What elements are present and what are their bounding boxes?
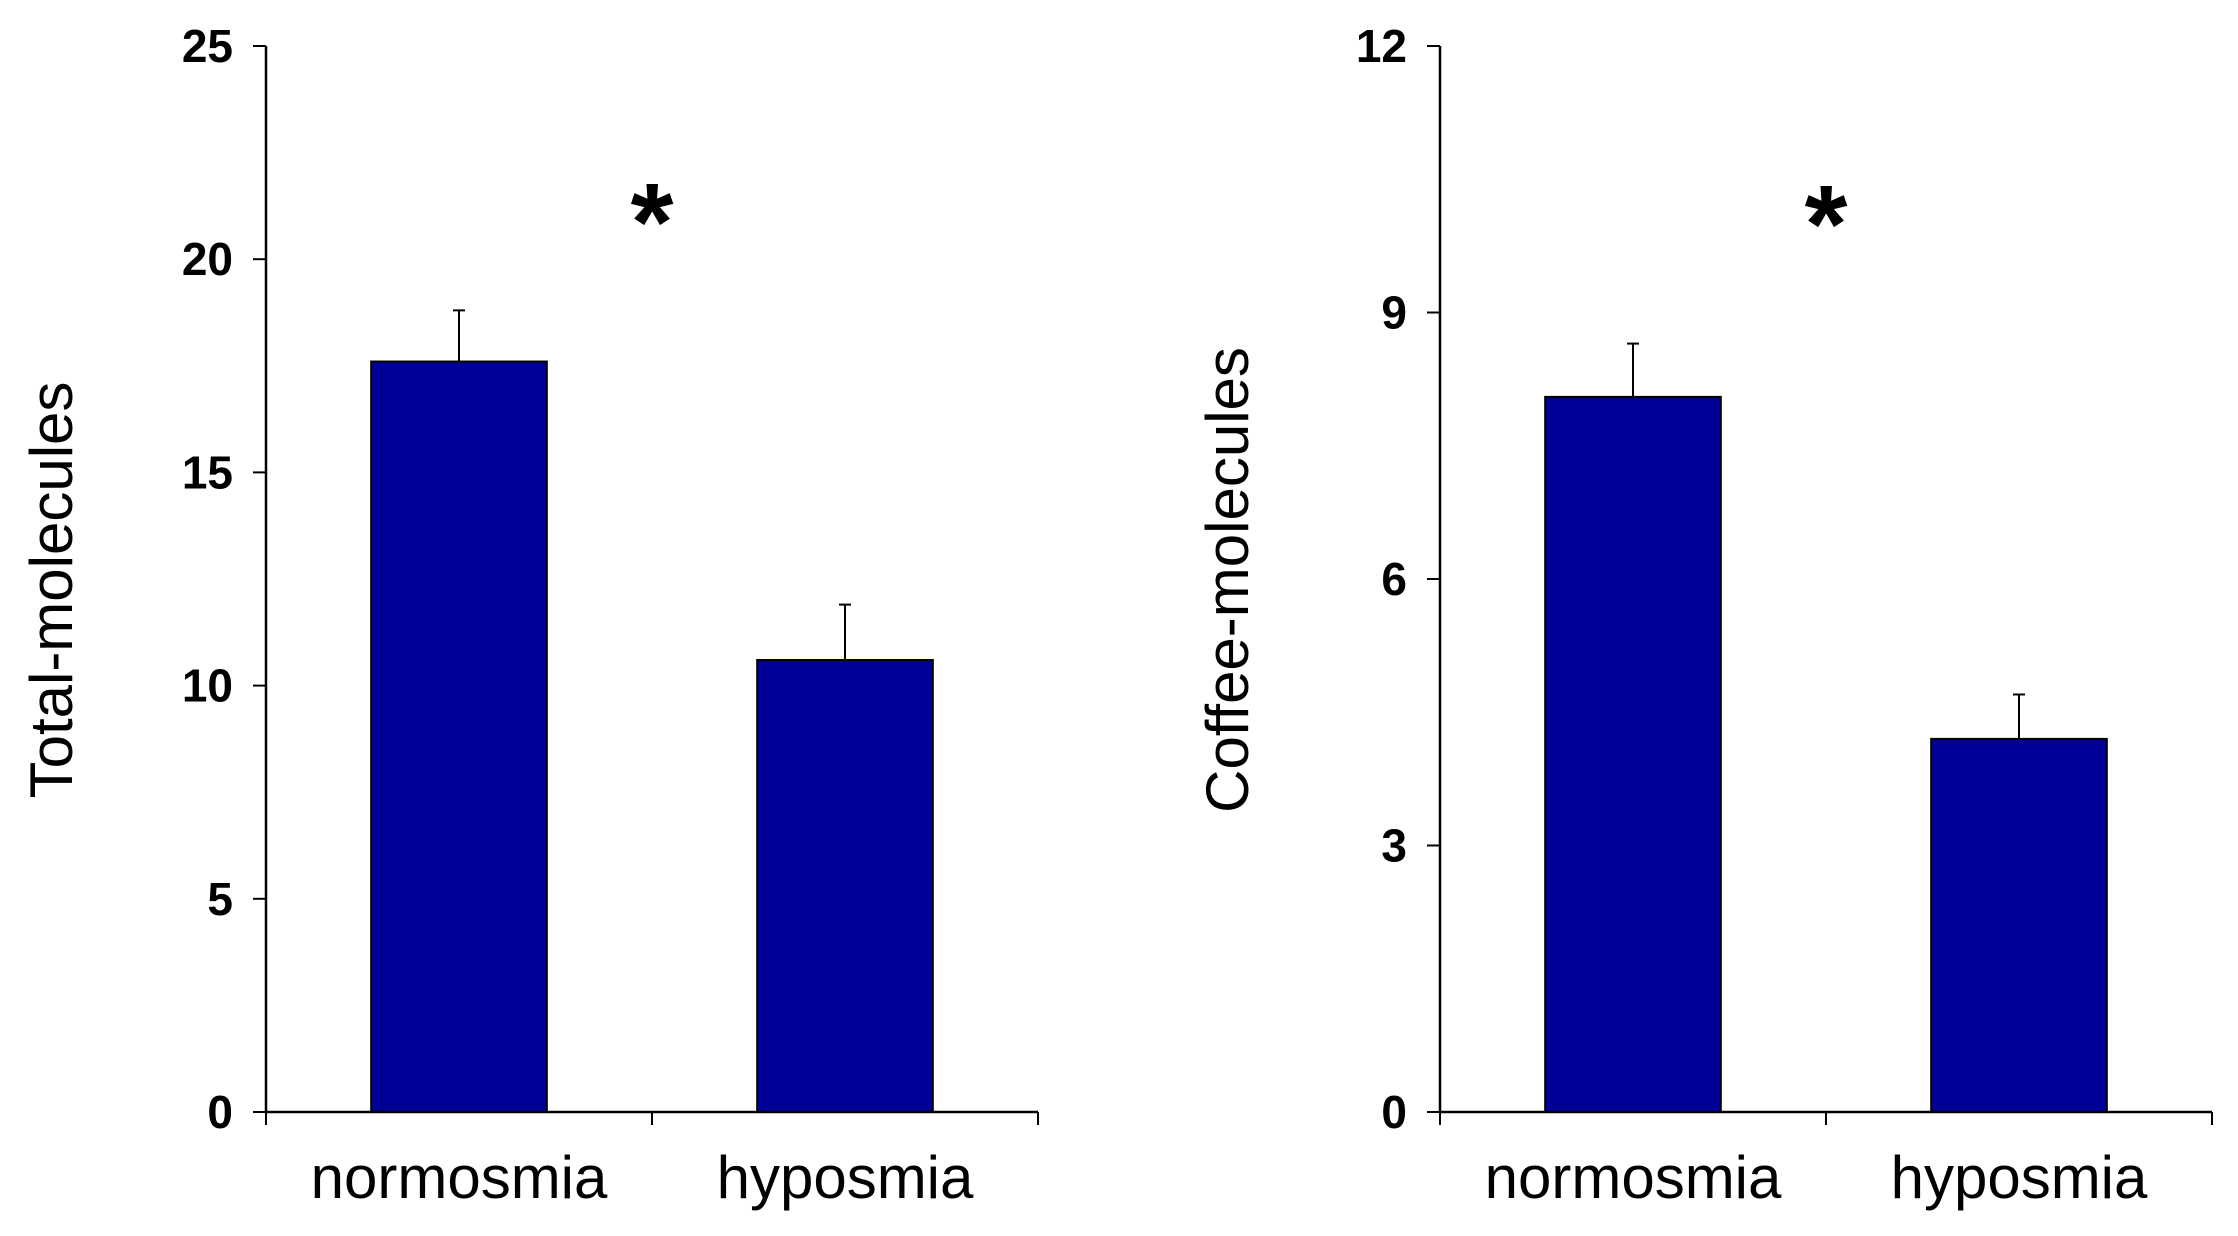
y-tick-label: 15 xyxy=(182,446,233,498)
y-axis-title: Coffee-molecules xyxy=(1194,347,1261,813)
category-label-normosmia: normosmia xyxy=(1485,1144,1782,1211)
bar-normosmia xyxy=(370,360,548,1113)
bar-hyposmia xyxy=(1930,737,2108,1114)
bar-normosmia xyxy=(1544,395,1722,1113)
total-molecules-chart: Total-molecules * 0 5 10 15 20 25 normosmia hy… xyxy=(18,20,1039,1211)
y-axis-title: Total-molecules xyxy=(18,382,85,799)
y-tick-label: 9 xyxy=(1381,287,1407,339)
y-tick-label: 0 xyxy=(1381,1086,1407,1138)
y-tick-label: 6 xyxy=(1381,553,1407,605)
coffee-molecules-chart: Coffee-molecules * 0 3 6 9 12 normosmia hypos… xyxy=(1194,20,2213,1211)
y-tick-label: 10 xyxy=(182,660,233,712)
y-tick-label: 3 xyxy=(1381,820,1407,872)
category-label-normosmia: normosmia xyxy=(311,1144,608,1211)
category-label-hyposmia: hyposmia xyxy=(1891,1144,2148,1211)
significance-asterisk: * xyxy=(631,161,674,284)
significance-asterisk: * xyxy=(1805,163,1848,286)
y-tick-label: 20 xyxy=(182,233,233,285)
y-tick-label: 25 xyxy=(182,20,233,72)
y-tick-label: 5 xyxy=(207,873,233,925)
y-tick-label: 0 xyxy=(207,1086,233,1138)
bar-hyposmia xyxy=(756,659,934,1113)
y-tick-label: 12 xyxy=(1356,20,1407,72)
category-label-hyposmia: hyposmia xyxy=(717,1144,974,1211)
